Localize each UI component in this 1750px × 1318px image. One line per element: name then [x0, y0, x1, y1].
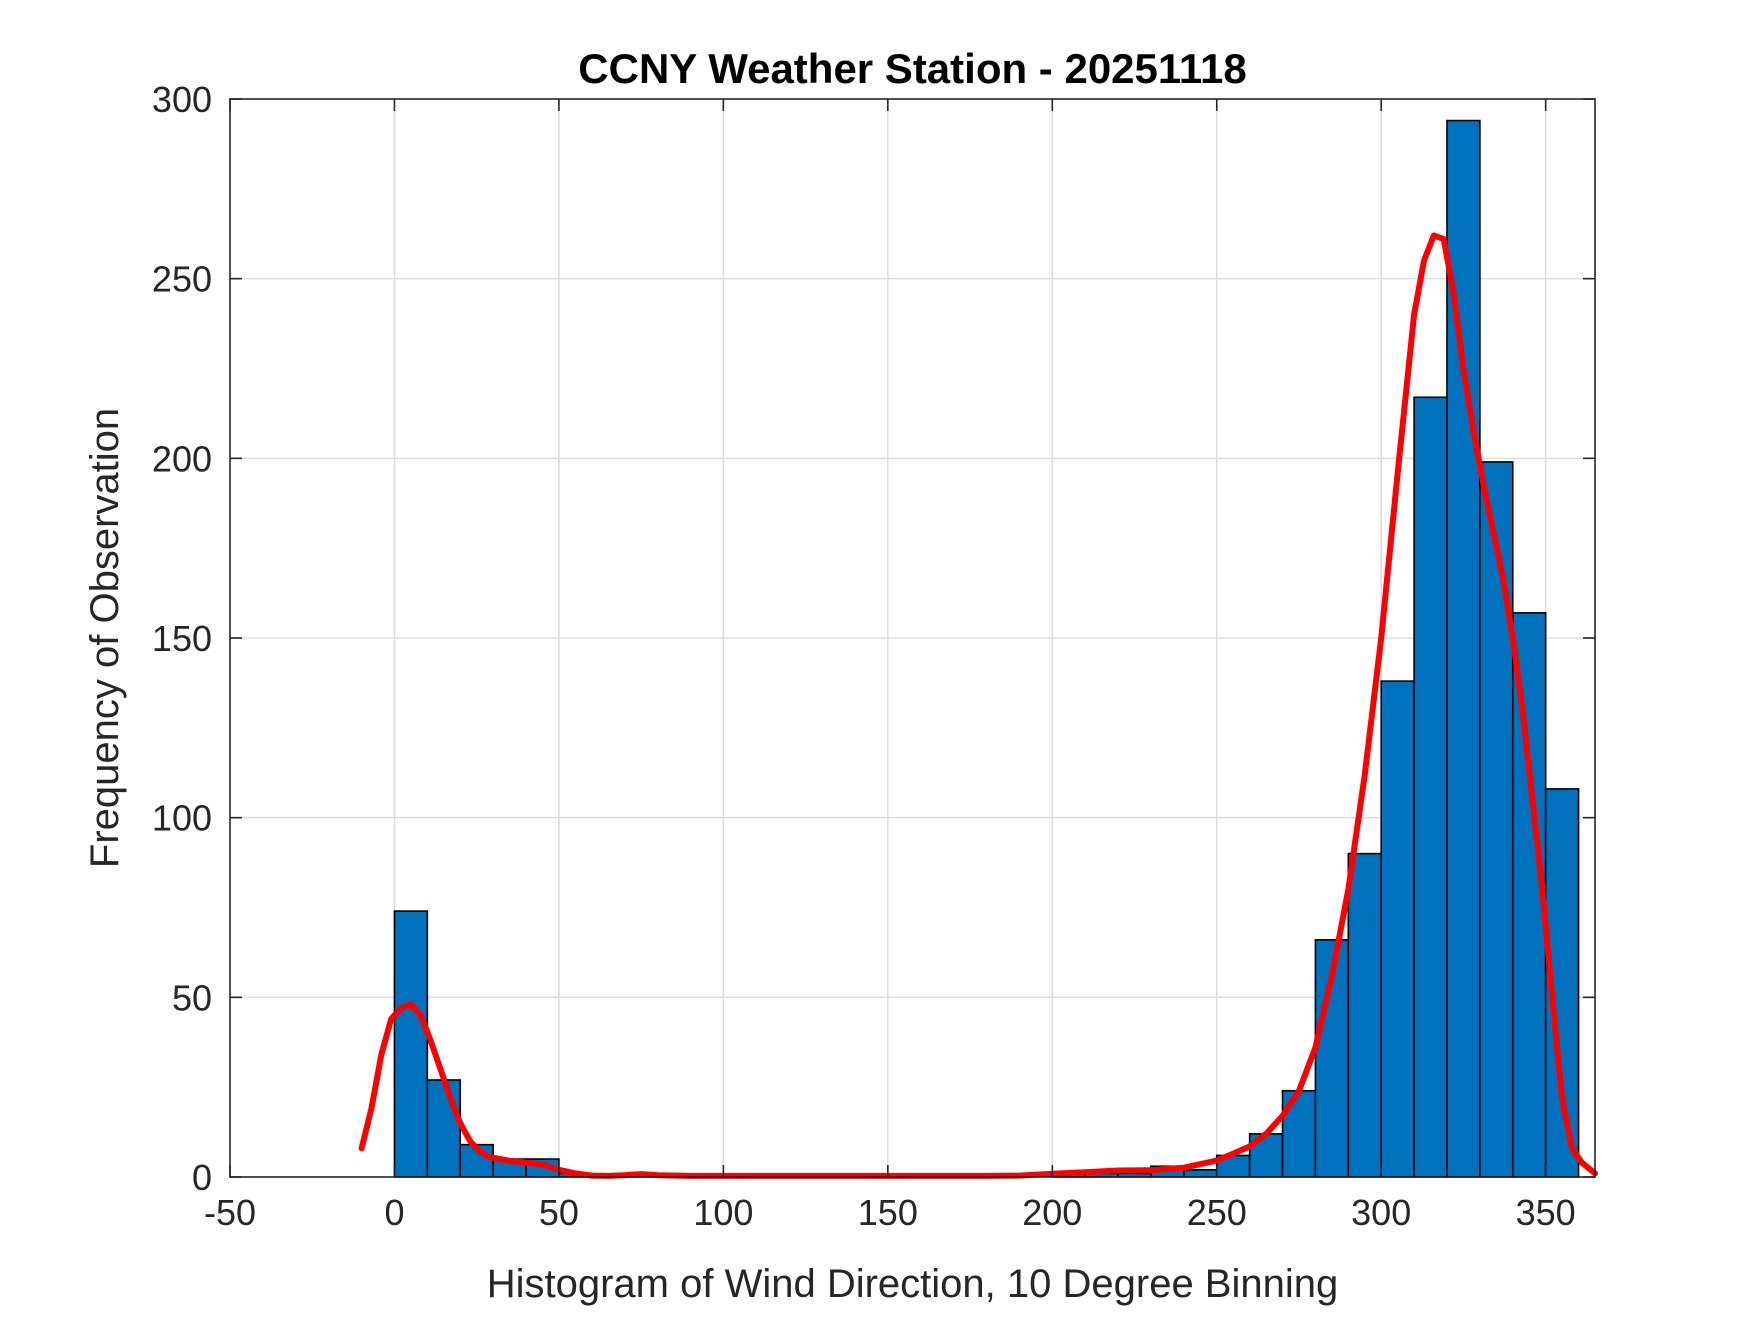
histogram-bar — [1413, 396, 1448, 1178]
y-tick-label: 150 — [152, 618, 212, 659]
x-tick-label: 0 — [384, 1192, 404, 1233]
y-axis-title: Frequency of Observation — [83, 408, 127, 868]
x-tick-label: 350 — [1516, 1192, 1576, 1233]
chart-title: CCNY Weather Station - 20251118 — [578, 45, 1246, 92]
density-curve-layer — [358, 232, 1598, 1179]
x-tick-label: 150 — [858, 1192, 918, 1233]
histogram-bar — [1479, 461, 1514, 1178]
x-axis-title: Histogram of Wind Direction, 10 Degree B… — [487, 1262, 1339, 1306]
y-tick-label: 0 — [192, 1157, 212, 1198]
histogram-bar — [393, 910, 429, 1178]
axis-ticks — [229, 98, 1595, 1178]
y-tick-label: 100 — [152, 798, 212, 839]
y-tick-label: 250 — [152, 259, 212, 300]
x-tick-label: -50 — [204, 1192, 256, 1233]
x-tick-label: 300 — [1351, 1192, 1411, 1233]
density-curve — [358, 232, 1598, 1179]
histogram-bars — [393, 119, 1580, 1178]
x-tick-labels: -50 0 50 100 150 200 250 300 350 — [204, 1192, 1576, 1233]
x-tick-label: 50 — [539, 1192, 579, 1233]
y-tick-label: 300 — [152, 79, 212, 120]
histogram-bar — [1183, 1169, 1218, 1178]
histogram-bar — [1380, 680, 1415, 1178]
x-tick-label: 250 — [1187, 1192, 1247, 1233]
x-tick-label: 200 — [1022, 1192, 1082, 1233]
y-tick-label: 50 — [172, 977, 212, 1018]
y-tick-label: 200 — [152, 438, 212, 479]
histogram-bar — [426, 1079, 462, 1178]
x-tick-label: 100 — [693, 1192, 753, 1233]
y-tick-labels: 0 50 100 150 200 250 300 — [152, 79, 212, 1198]
histogram-bar — [1347, 852, 1383, 1178]
